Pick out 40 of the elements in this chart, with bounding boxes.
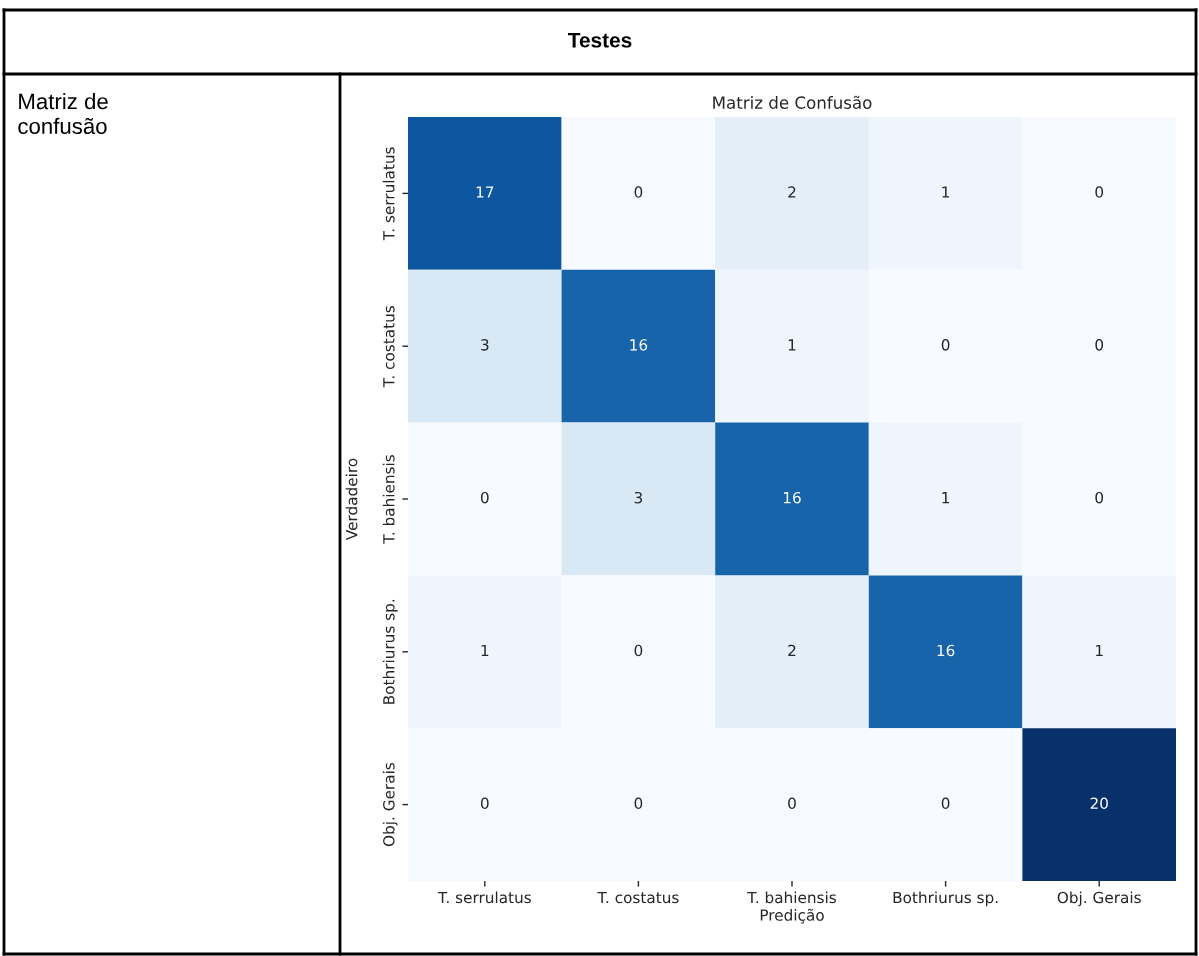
- data-label: 0: [634, 644, 643, 657]
- text: Matriz de confusão: [18, 93, 108, 135]
- x-tick-label: Bothriurus sp.: [893, 891, 998, 907]
- data-label: 2: [788, 186, 796, 198]
- x-tick-label: T. bahiensis: [747, 891, 836, 904]
- data-label: 1: [1096, 644, 1103, 657]
- data-label: 0: [634, 186, 643, 198]
- x-axis-title: Predição: [760, 908, 824, 924]
- y-tick-label: T. serrulatus: [382, 147, 395, 241]
- y-tick-label: Obj. Gerais: [382, 762, 398, 847]
- data-label: 16: [783, 491, 801, 504]
- data-label: 17: [476, 186, 494, 198]
- chart-title: Matriz de Confusão: [713, 95, 872, 109]
- data-label: 1: [788, 339, 796, 351]
- data-label: 0: [634, 797, 643, 810]
- text: Testes: [568, 33, 632, 48]
- x-tick-label: T. costatus: [597, 891, 679, 904]
- data-label: 16: [630, 339, 648, 351]
- y-tick-label: T. costatus: [383, 305, 395, 388]
- data-label: 2: [788, 644, 796, 657]
- data-label: 0: [480, 491, 489, 504]
- y-tick-label: T. bahiensis: [382, 455, 395, 544]
- data-label: 0: [1095, 491, 1104, 504]
- y-tick-label: Bothriurus sp.: [382, 599, 398, 704]
- data-label: 0: [941, 339, 950, 351]
- data-label: 20: [1090, 797, 1108, 810]
- x-tick-label: T. serrulatus: [437, 891, 531, 904]
- data-label: 3: [634, 491, 643, 504]
- data-label: 0: [480, 797, 489, 810]
- data-label: 0: [1095, 339, 1104, 351]
- data-label: 3: [481, 339, 489, 351]
- data-label: 0: [788, 797, 796, 810]
- data-label: 0: [1095, 186, 1104, 198]
- x-tick-label: Obj. Gerais: [1057, 891, 1141, 907]
- data-label: 1: [942, 492, 950, 504]
- data-label: 16: [937, 644, 955, 657]
- y-axis-title: Verdadeiro: [345, 458, 358, 541]
- data-label: 0: [941, 797, 950, 810]
- data-label: 1: [942, 186, 950, 198]
- data-label: 1: [481, 644, 489, 657]
